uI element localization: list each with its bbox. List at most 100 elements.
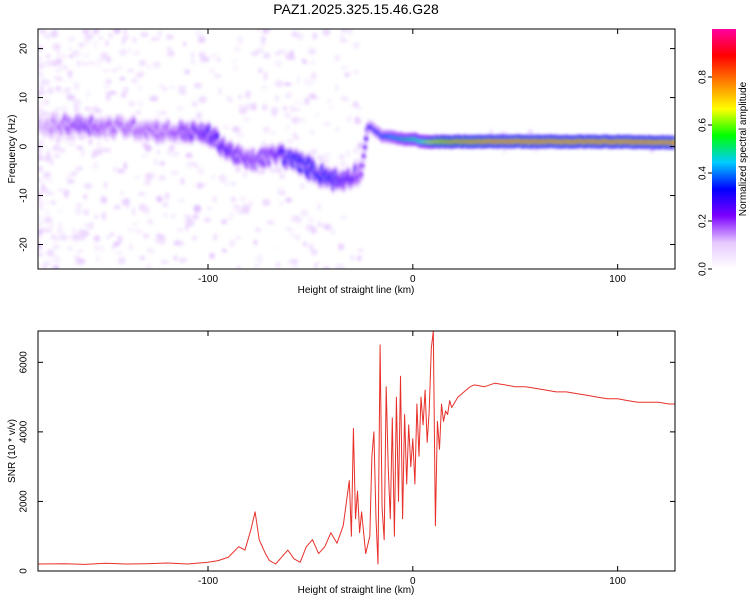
spectrogram-noise-blob: [241, 204, 251, 212]
spectrogram-noise-blob: [170, 151, 180, 157]
spectrogram-noise-blob: [226, 95, 231, 100]
spectrogram-noise-blob: [98, 36, 104, 40]
spectrogram-noise-blob: [237, 36, 244, 44]
spectrogram-noise-blob: [75, 166, 83, 171]
spectrogram-noise-blob: [263, 51, 271, 60]
spectrogram-noise-blob: [55, 57, 64, 66]
colorbar-tick-label: 0.4: [698, 166, 709, 180]
spectrogram-noise-blob: [43, 215, 53, 224]
spectrogram-noise-blob: [261, 198, 271, 207]
spectrogram-noise-blob: [198, 51, 206, 58]
spectrogram-noise-blob: [67, 36, 76, 42]
spectrogram-noise-blob: [260, 42, 266, 46]
spectrogram-noise-blob: [38, 101, 41, 105]
spectrogram-noise-blob: [196, 182, 204, 189]
spectrogram-noise-blob: [68, 54, 74, 59]
spectrogram-noise-blob: [282, 106, 288, 111]
spectrogram-noise-blob: [66, 179, 75, 184]
spectrogram-noise-blob: [83, 183, 93, 190]
spectrogram-noise-blob: [117, 235, 123, 244]
spectrogram-noise-blob: [285, 138, 294, 145]
spectrogram-noise-blob: [92, 29, 100, 35]
spectrogram-x-tick-label: 0: [410, 274, 416, 285]
spectrogram-noise-blob: [261, 103, 268, 111]
spectrogram-noise-blob: [168, 85, 175, 90]
spectrogram-ridge-core: [672, 141, 675, 145]
spectrogram-noise-blob: [239, 195, 247, 202]
spectrogram-noise-blob: [113, 166, 117, 172]
spectrogram-noise-blob: [182, 41, 187, 47]
spectrogram-noise-blob: [43, 263, 47, 267]
spectrogram-noise-blob: [38, 147, 41, 153]
spectrogram-noise-blob: [181, 177, 185, 186]
spectrogram-noise-blob: [88, 60, 97, 66]
spectrogram-noise-blob: [270, 106, 279, 115]
spectrogram-noise-blob: [135, 110, 141, 115]
spectrogram-noise-blob: [304, 97, 310, 106]
spectrogram-noise-blob: [310, 148, 318, 155]
spectrogram-noise-blob: [46, 249, 55, 257]
spectrogram-noise-blob: [275, 262, 281, 268]
spectrogram-noise-blob: [97, 58, 106, 63]
spectrogram-noise-blob: [75, 60, 83, 67]
spectrogram-noise-blob: [106, 147, 112, 154]
spectrogram-noise-blob: [143, 206, 151, 215]
spectrogram-noise-blob: [83, 194, 88, 200]
spectrogram-noise-blob: [236, 132, 245, 138]
spectrogram-noise-blob: [223, 124, 230, 130]
spectrogram-noise-blob: [339, 33, 345, 40]
spectrogram-noise-blob: [55, 77, 64, 81]
spectrogram-noise-blob: [328, 105, 335, 110]
spectrogram-noise-blob: [150, 37, 158, 42]
spectrogram-noise-blob: [162, 202, 169, 208]
spectrogram-noise-blob: [185, 152, 193, 159]
spectrogram-noise-blob: [38, 47, 44, 52]
spectrogram-noise-blob: [123, 161, 127, 170]
spectrogram-noise-blob: [191, 100, 198, 108]
spectrogram-noise-blob: [96, 255, 100, 263]
spectrogram-noise-blob: [43, 171, 52, 178]
spectrogram-noise-blob: [290, 214, 295, 222]
spectrogram-noise-blob: [339, 153, 345, 161]
spectrogram-noise-blob: [57, 226, 63, 234]
spectrogram-noise-blob: [176, 228, 184, 232]
spectrogram-noise-blob: [108, 90, 117, 95]
spectrogram-ridge-core: [361, 154, 366, 158]
spectrogram-noise-blob: [165, 34, 174, 40]
spectrogram-noise-blob: [84, 33, 91, 42]
snr-frame: [37, 330, 676, 572]
spectrogram-noise-blob: [146, 247, 155, 254]
spectrogram-noise-blob: [57, 188, 64, 192]
spectrogram-noise-blob: [78, 228, 84, 237]
spectrogram-noise-blob: [335, 127, 340, 132]
spectrogram-noise-blob: [322, 152, 331, 160]
spectrogram-noise-blob: [113, 204, 121, 210]
spectrogram-noise-blob: [100, 245, 105, 253]
spectrogram-noise-blob: [326, 98, 333, 104]
spectrogram-noise-blob: [352, 146, 361, 154]
spectrogram-noise-blob: [322, 29, 331, 36]
spectrogram-noise-blob: [228, 216, 232, 221]
spectrogram-noise-blob: [298, 117, 306, 123]
spectrogram-noise-blob: [131, 78, 138, 84]
spectrogram-noise-blob: [122, 86, 129, 94]
spectrogram-noise-blob: [339, 162, 345, 167]
spectrogram-noise-blob: [106, 234, 110, 240]
spectrogram-noise-blob: [59, 235, 68, 241]
snr-background: [38, 331, 675, 571]
spectrogram-noise-blob: [118, 250, 124, 255]
spectrogram-noise-blob: [45, 209, 50, 215]
spectrogram-noise-blob: [209, 53, 218, 60]
spectrogram-noise-blob: [80, 149, 85, 157]
spectrogram-noise-blob: [127, 227, 135, 232]
spectrogram-x-tick-label: -100: [198, 274, 218, 285]
spectrogram-noise-blob: [138, 84, 142, 91]
spectrogram-noise-blob: [116, 65, 123, 70]
spectrogram-noise-blob: [294, 217, 302, 224]
spectrogram-noise-blob: [291, 107, 301, 112]
spectrogram-noise-blob: [159, 161, 166, 166]
spectrogram-noise-blob: [45, 157, 53, 163]
spectrogram-noise-blob: [244, 103, 250, 111]
spectrogram-noise-blob: [84, 210, 89, 216]
spectrogram-noise-blob: [92, 105, 99, 114]
